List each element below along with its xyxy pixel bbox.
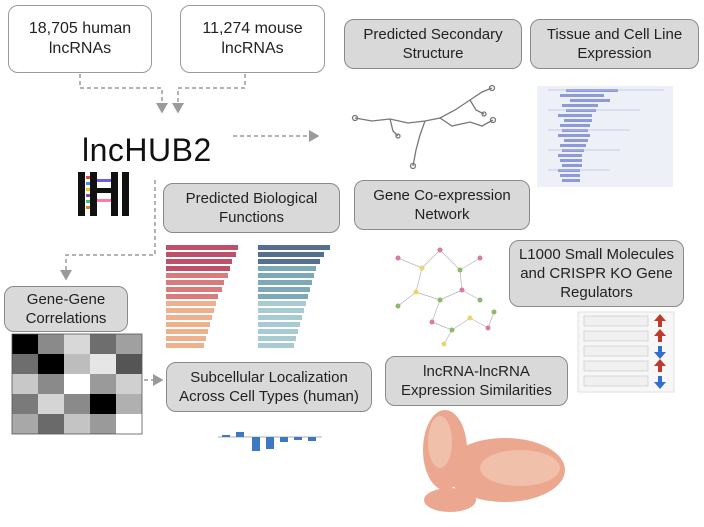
up-arrow-icon <box>654 359 666 372</box>
lnchub2-logo-text: lncHUB2 <box>82 132 212 168</box>
tissue-expression-illustration <box>537 86 673 187</box>
subcellular-localization-box: Subcellular Localization Across Cell Typ… <box>166 362 372 412</box>
up-arrow-icon <box>654 314 666 327</box>
correlation-matrix-illustration <box>11 333 143 435</box>
human-lncrnas-box: 18,705 human lncRNAs <box>8 5 152 73</box>
arrow-mouse-to-logo <box>172 74 246 114</box>
secondary-structure-box: Predicted Secondary Structure <box>344 19 522 69</box>
lncrna-similarities-box: lncRNA-lncRNA Expression Similarities <box>385 356 568 406</box>
secondary-structure-illustration <box>351 84 497 170</box>
l1000-regulators-illustration <box>577 311 675 393</box>
gene-correlations-box: Gene-Gene Correlations <box>4 286 128 332</box>
mouse-lncrnas-box: 11,274 mouse lncRNAs <box>180 5 325 73</box>
arrow-human-to-logo <box>79 74 168 114</box>
arrow-logo-to-correlations <box>60 180 156 281</box>
biological-functions-box: Predicted Biological Functions <box>163 183 340 233</box>
coexpression-network-box: Gene Co-expression Network <box>354 180 530 230</box>
down-arrow-icon <box>654 346 666 359</box>
subcellular-localization-illustration <box>218 432 322 451</box>
down-arrow-icon <box>654 376 666 389</box>
up-arrow-icon <box>654 329 666 342</box>
biological-functions-illustration <box>166 245 330 348</box>
tissue-expression-box: Tissue and Cell Line Expression <box>530 19 699 69</box>
coexpression-network-illustration <box>395 247 497 347</box>
l1000-regulators-box: L1000 Small Molecules and CRISPR KO Gene… <box>509 240 684 307</box>
